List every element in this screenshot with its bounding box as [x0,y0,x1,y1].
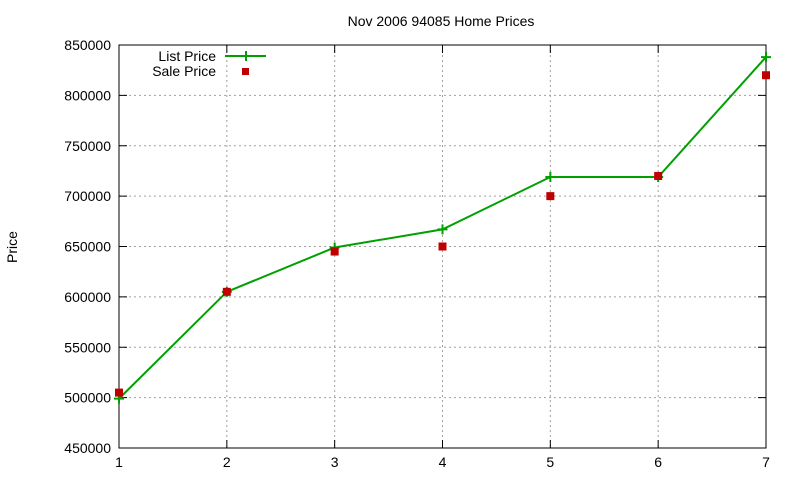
point-list-price [437,224,448,235]
point-list-price [761,52,771,63]
chart-title: Nov 2006 94085 Home Prices [348,13,535,29]
x-tick-label: 6 [654,454,662,470]
legend: List Price Sale Price [152,48,266,79]
y-axis-label: Price [4,231,20,263]
y-tick-label: 700000 [64,188,111,204]
point-sale-price [330,247,339,256]
y-tick-label: 500000 [64,390,111,406]
x-tick-label: 7 [762,454,770,470]
point-sale-price [654,171,663,180]
y-tick-label: 800000 [64,87,111,103]
x-tick-label: 4 [439,454,447,470]
legend-plus-list-price [241,51,251,61]
series [114,52,771,404]
legend-marker-sale-price [242,68,249,75]
legend-label-sale-price: Sale Price [152,63,216,79]
point-sale-price [546,192,555,201]
legend-label-list-price: List Price [158,48,216,64]
x-tick-label: 3 [331,454,339,470]
y-tick-label: 850000 [64,37,111,53]
y-tick-label: 550000 [64,339,111,355]
x-tick-label: 1 [115,454,123,470]
y-tick-label: 650000 [64,239,111,255]
x-tick-label: 2 [223,454,231,470]
point-list-price [545,171,556,182]
y-tick-label: 600000 [64,289,111,305]
point-sale-price [762,71,770,80]
y-tick-label: 750000 [64,138,111,154]
point-sale-price [115,388,123,397]
ticks: 450000 500000 550000 600000 650000 700000 7500… [64,37,770,470]
y-tick-label: 450000 [64,440,111,456]
point-sale-price [438,242,447,251]
point-sale-price [222,287,231,296]
x-tick-label: 5 [546,454,554,470]
